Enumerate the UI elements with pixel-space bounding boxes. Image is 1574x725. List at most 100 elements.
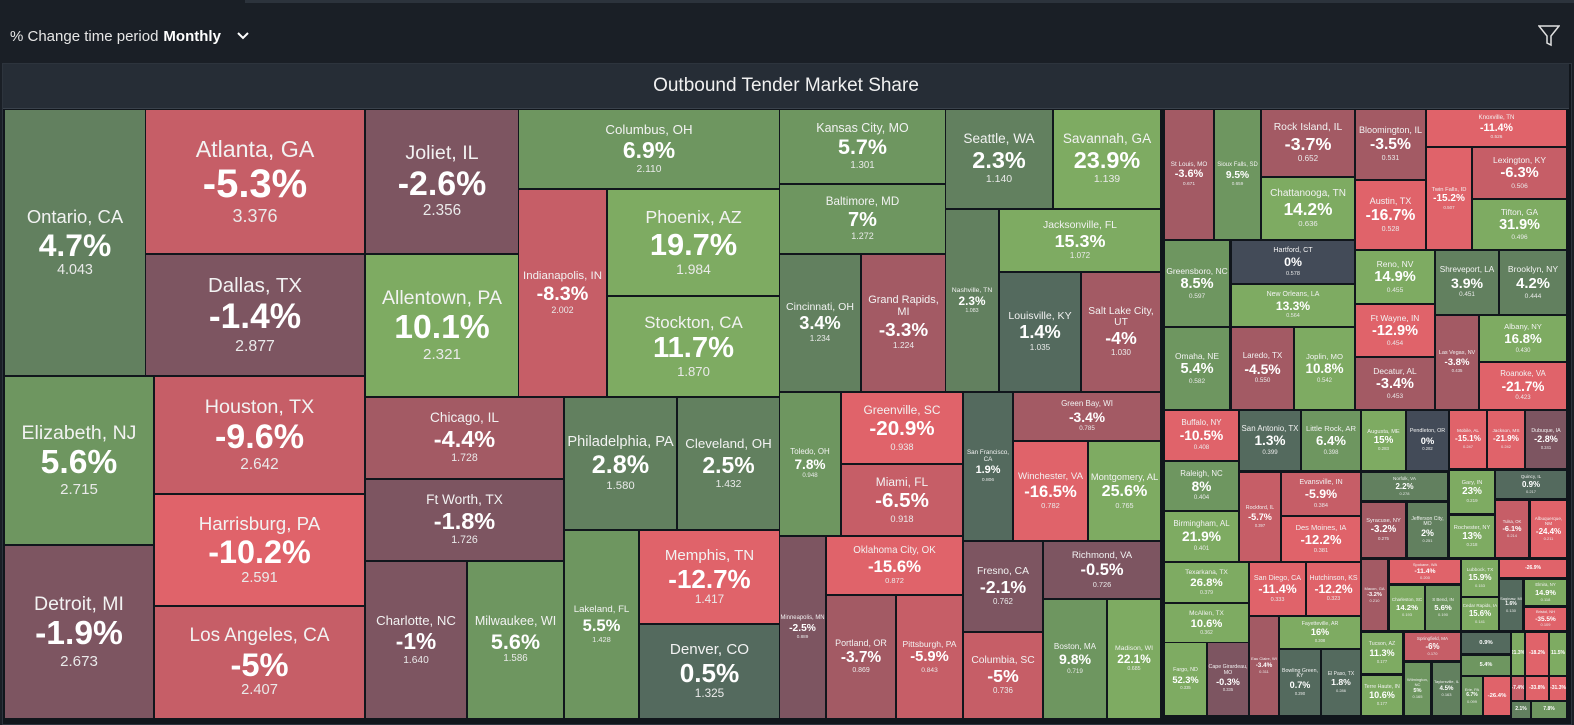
treemap-tile[interactable]: Oklahoma City, OK -15.6% 0.872 <box>827 537 962 594</box>
treemap-tile[interactable]: Lexington, KY -6.3% 0.506 <box>1473 148 1566 198</box>
treemap-tile[interactable]: Laredo, TX -4.5% 0.550 <box>1232 328 1293 409</box>
treemap-tile[interactable]: Terre Haute, IN 10.6% 0.177 <box>1362 676 1402 715</box>
treemap-tile[interactable]: Bowling Green, KY 0.7% 0.290 <box>1280 650 1320 715</box>
treemap-tile[interactable]: San Francisco, CA 1.9% 0.806 <box>964 393 1012 540</box>
treemap-tile[interactable]: Atlanta, GA -5.3% 3.376 <box>146 110 364 253</box>
treemap-tile[interactable]: Norfolk, VA 2.2% 0.278 <box>1362 473 1447 500</box>
treemap-tile[interactable]: Saginaw, MI 1.6% 0.130 <box>1500 580 1522 630</box>
treemap-tile[interactable]: Lubbock, TX 15.9% 0.153 <box>1462 560 1498 596</box>
treemap-tile[interactable]: Greenville, SC -20.9% 0.938 <box>842 393 962 463</box>
treemap-tile[interactable]: Eau Claire, WI -3.4% 0.311 <box>1250 617 1278 715</box>
treemap-tile[interactable]: Rockford, IL -5.7% 0.397 <box>1240 473 1280 561</box>
treemap-tile[interactable]: Springfield, MA -6% 0.170 <box>1405 633 1460 660</box>
treemap-tile[interactable]: Elizabeth, NJ 5.6% 2.715 <box>5 377 153 544</box>
treemap-tile[interactable]: Des Moines, IA -12.2% 0.381 <box>1282 517 1360 561</box>
treemap-tile[interactable]: Toledo, OH 7.8% 0.948 <box>780 393 840 535</box>
treemap-tile[interactable]: Joliet, IL -2.6% 2.356 <box>366 110 518 253</box>
treemap-tile[interactable]: Cleveland, OH 2.5% 1.432 <box>678 398 779 529</box>
treemap-tile[interactable]: Ft Worth, TX -1.8% 1.726 <box>366 480 563 560</box>
treemap-tile[interactable]: Texarkana, TX 26.8% 0.379 <box>1165 563 1248 602</box>
treemap-tile[interactable]: Jackson, MS -21.9% 0.242 <box>1488 411 1524 468</box>
treemap-tile[interactable]: 7.8% <box>1532 702 1566 718</box>
treemap-tile[interactable]: Hutchinson, KS -12.2% 0.323 <box>1307 563 1360 615</box>
treemap-tile[interactable]: Mobile, AL -15.1% 0.247 <box>1450 411 1486 468</box>
treemap-tile[interactable]: S Bend, IN 5.6% 0.190 <box>1426 586 1460 630</box>
treemap-tile[interactable]: Charleston, SC 14.2% 0.193 <box>1390 586 1424 630</box>
treemap-tile[interactable]: Seattle, WA 2.3% 1.140 <box>946 110 1052 208</box>
treemap-tile[interactable]: 0.9% <box>1462 633 1510 653</box>
treemap-tile[interactable]: Houston, TX -9.6% 2.642 <box>155 377 364 493</box>
treemap-tile[interactable]: Raleigh, NC 8% 0.404 <box>1165 462 1238 510</box>
treemap-tile[interactable]: Tifton, GA 31.9% 0.496 <box>1473 200 1566 249</box>
treemap-tile[interactable]: Memphis, TN -12.7% 1.417 <box>640 531 779 623</box>
treemap-tile[interactable]: Reno, NV 14.9% 0.455 <box>1356 251 1434 303</box>
treemap-tile[interactable]: -18.2% <box>1526 633 1548 675</box>
treemap-tile[interactable]: St Louis, MO -3.6% 0.671 <box>1165 110 1213 239</box>
treemap-tile[interactable]: Omaha, NE 5.4% 0.582 <box>1165 328 1229 409</box>
treemap-tile[interactable]: 5.4% <box>1462 656 1510 675</box>
treemap-tile[interactable]: Detroit, MI -1.9% 2.673 <box>5 546 153 718</box>
treemap-tile[interactable]: Columbus, OH 6.9% 2.110 <box>519 110 779 188</box>
treemap-tile[interactable]: San Diego, CA -11.4% 0.333 <box>1250 563 1305 615</box>
treemap-tile[interactable]: Harrisburg, PA -10.2% 2.591 <box>155 495 364 605</box>
treemap-tile[interactable]: Quincy, IL 0.9% 0.217 <box>1496 471 1566 498</box>
treemap-tile[interactable]: Madison, WI 22.1% 0.685 <box>1108 600 1160 718</box>
treemap-tile[interactable]: Pendleton, OR 0% 0.282 <box>1407 411 1448 470</box>
treemap-tile[interactable]: Syracuse, NY -3.2% 0.275 <box>1362 503 1405 557</box>
treemap-tile[interactable]: Los Angeles, CA -5% 2.407 <box>155 607 364 718</box>
treemap-tile[interactable]: Stockton, CA 11.7% 1.870 <box>608 297 779 396</box>
treemap-tile[interactable]: Louisville, KY 1.4% 1.035 <box>1000 273 1080 391</box>
treemap-tile[interactable]: Phoenix, AZ 19.7% 1.984 <box>608 190 779 295</box>
treemap-tile[interactable]: Las Vegas, NV -3.8% 0.435 <box>1436 316 1478 409</box>
treemap-tile[interactable]: San Antonio, TX 1.3% 0.399 <box>1240 411 1300 470</box>
treemap-tile[interactable]: Richmond, VA -0.5% 0.726 <box>1044 542 1160 598</box>
treemap-tile[interactable]: Columbia, SC -5% 0.736 <box>964 633 1042 718</box>
treemap-tile[interactable]: Twin Falls, ID -15.2% 0.507 <box>1427 148 1471 249</box>
treemap-tile[interactable]: Dubuque, IA -2.8% 0.241 <box>1526 411 1566 468</box>
treemap-tile[interactable]: Buffalo, NY -10.5% 0.408 <box>1165 411 1238 460</box>
treemap-tile[interactable]: Cedar Rapids, IA 15.6% 0.141 <box>1462 598 1498 630</box>
treemap-tile[interactable]: Baltimore, MD 7% 1.272 <box>780 185 945 253</box>
treemap-tile[interactable]: Indianapolis, IN -8.3% 2.002 <box>519 190 606 396</box>
treemap-tile[interactable]: -7.4% <box>1512 677 1524 700</box>
treemap-tile[interactable]: Taylorsville, IL 4.5% 0.163 <box>1433 663 1460 715</box>
treemap-tile[interactable]: Rochester, NY 13% 0.218 <box>1450 516 1494 557</box>
treemap-tile[interactable]: 2.1% <box>1512 702 1530 718</box>
treemap-tile[interactable]: Salt Lake City, UT -4% 1.030 <box>1082 273 1160 391</box>
treemap-tile[interactable]: New Orleans, LA 13.3% 0.564 <box>1232 285 1354 326</box>
chevron-down-icon[interactable] <box>235 28 251 44</box>
treemap-tile[interactable]: Brooklyn, NY 4.2% 0.444 <box>1500 251 1566 314</box>
treemap-tile[interactable]: Minneapolis, MN -2.5% 0.889 <box>780 537 825 718</box>
treemap-tile[interactable]: Macon, GA -3.2% 0.210 <box>1362 560 1387 630</box>
treemap-tile[interactable]: Decatur, AL -3.4% 0.453 <box>1356 358 1434 409</box>
treemap-tile[interactable]: Roanoke, VA -21.7% 0.423 <box>1480 363 1566 409</box>
treemap-tile[interactable]: Allentown, PA 10.1% 2.321 <box>366 255 518 396</box>
treemap-tile[interactable]: Shreveport, LA 3.9% 0.451 <box>1436 251 1498 314</box>
treemap-tile[interactable]: Dallas, TX -1.4% 2.877 <box>146 255 364 375</box>
filter-value[interactable]: Monthly <box>163 27 221 45</box>
treemap-tile[interactable]: Sioux Falls, SD 9.5% 0.659 <box>1215 110 1260 239</box>
treemap-tile[interactable]: Ft Wayne, IN -12.9% 0.454 <box>1356 305 1434 356</box>
treemap-tile[interactable]: Fayetteville, AR 16% 0.308 <box>1280 617 1360 648</box>
treemap-tile[interactable]: Charlotte, NC -1% 1.640 <box>366 562 466 718</box>
treemap-tile[interactable]: Grand Rapids, MI -3.3% 1.224 <box>862 255 945 391</box>
treemap-tile[interactable]: Albuquerque, NM -24.4% 0.211 <box>1531 501 1566 557</box>
treemap-tile[interactable]: Milwaukee, WI 5.6% 1.586 <box>468 562 563 718</box>
treemap-tile[interactable]: Spokane, WA -11.4% 0.200 <box>1390 560 1460 583</box>
treemap-tile[interactable]: Knoxville, TN -11.4% 0.526 <box>1427 110 1566 146</box>
filter-icon[interactable] <box>1538 24 1560 48</box>
treemap-tile[interactable]: Lakeland, FL 5.5% 1.428 <box>565 531 638 718</box>
treemap-tile[interactable]: Jacksonville, FL 15.3% 1.072 <box>1000 210 1160 271</box>
treemap-tile[interactable]: Little Rock, AR 6.4% 0.398 <box>1302 411 1360 470</box>
treemap-tile[interactable]: Birmingham, AL 21.9% 0.401 <box>1165 512 1238 561</box>
treemap-tile[interactable]: Erie, PA 6.7% 0.099 <box>1462 677 1482 715</box>
treemap-tile[interactable]: Joplin, MO 10.8% 0.542 <box>1295 328 1354 409</box>
treemap-tile[interactable]: Jefferson City, MO 2% 0.251 <box>1408 503 1447 557</box>
treemap-tile[interactable]: Pittsburgh, PA -5.9% 0.843 <box>897 596 962 718</box>
treemap-tile[interactable]: Green Bay, WI -3.4% 0.785 <box>1014 393 1160 440</box>
treemap-tile[interactable]: Cincinnati, OH 3.4% 1.234 <box>780 255 860 391</box>
treemap-tile[interactable]: -26.4% <box>1484 677 1510 715</box>
treemap-tile[interactable]: Nashville, TN 2.3% 1.083 <box>946 210 998 391</box>
treemap-tile[interactable]: Montgomery, AL 25.6% 0.765 <box>1089 442 1160 540</box>
treemap-tile[interactable]: Gary, IN 23% 0.219 <box>1450 471 1494 513</box>
